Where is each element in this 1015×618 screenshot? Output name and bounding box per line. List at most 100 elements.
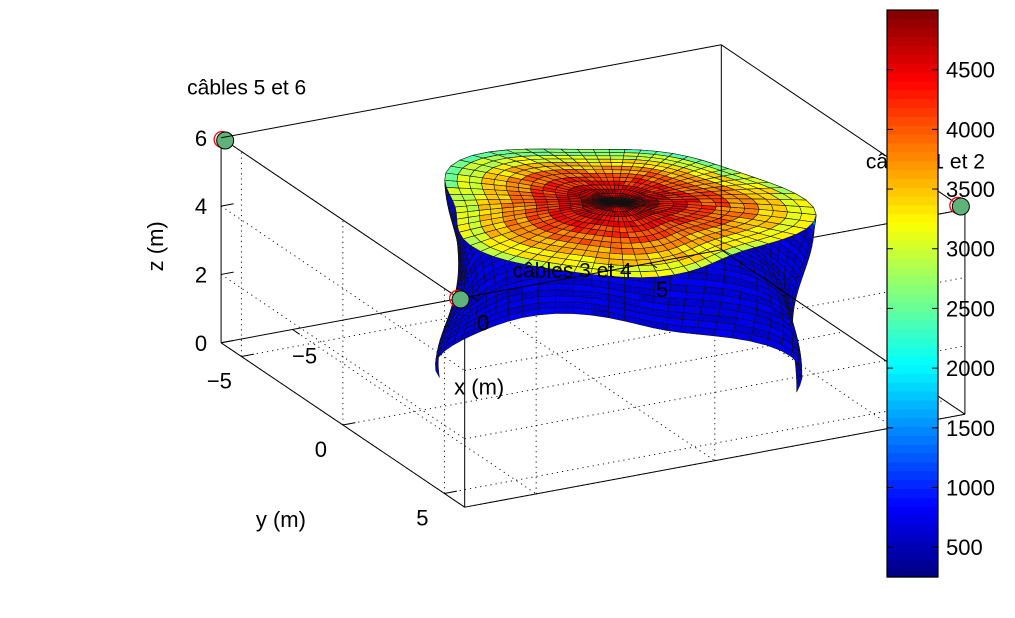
grid-line-z-left: [220, 274, 465, 440]
top-face: [510, 198, 525, 204]
colorbar-tick-label: 4500: [946, 58, 995, 83]
surface: [435, 148, 817, 393]
colorbar-segment: [887, 346, 938, 357]
z-tick: [220, 203, 234, 207]
grid-line-x-floor: [649, 262, 894, 428]
z-tick-label: 4: [195, 194, 207, 219]
colorbar-segment: [887, 169, 938, 179]
top-face: [464, 199, 479, 207]
colorbar: 500 1000 1500 2000 2500 3000 3500 4000 4500: [886, 9, 995, 578]
colorbar-segment: [887, 89, 938, 100]
box-edge: [220, 137, 465, 303]
colorbar-frame: [886, 9, 939, 578]
top-face: [621, 248, 635, 255]
top-face: [610, 158, 624, 163]
y-tick-label: 5: [416, 505, 428, 530]
x-tick: [649, 262, 658, 269]
colorbar-segment: [887, 54, 938, 64]
cable-marker: [216, 131, 235, 150]
box-edge: [464, 413, 966, 508]
colorbar-tick-label: 1500: [946, 416, 995, 441]
top-face: [613, 180, 620, 186]
colorbar-segment: [887, 293, 938, 303]
x-tick: [292, 329, 300, 335]
colorbar-segment: [887, 355, 938, 365]
z-tick: [220, 134, 234, 139]
colorbar-segment: [887, 231, 938, 241]
top-face: [612, 176, 621, 182]
cable-label: câbles 5 et 6: [187, 77, 306, 100]
top-face: [611, 165, 623, 171]
y-tick-label: 0: [315, 437, 327, 462]
colorbar-segment: [887, 125, 938, 135]
colorbar-segment: [887, 550, 938, 560]
colorbar-segment: [887, 178, 938, 188]
colorbar-segment: [887, 63, 938, 73]
top-face: [577, 149, 596, 153]
top-face: [582, 155, 599, 160]
top-face: [620, 242, 633, 249]
z-tick-label: 0: [195, 331, 207, 356]
side-face: [554, 307, 574, 314]
colorbar-segment: [887, 311, 938, 321]
colorbar-segment: [887, 249, 938, 259]
colorbar-tick-label: 500: [946, 535, 983, 560]
y-tick: [444, 490, 457, 494]
top-face: [599, 162, 612, 167]
colorbar-segment: [887, 45, 938, 55]
colorbar-segment: [887, 461, 938, 472]
colorbar-segment: [887, 98, 938, 109]
z-tick: [220, 339, 234, 344]
grid-line-x-floor: [470, 295, 716, 462]
top-face: [604, 173, 614, 178]
top-face: [637, 264, 656, 272]
colorbar-tick-label: 3500: [946, 177, 995, 202]
top-face: [612, 173, 621, 178]
colorbar-segment: [887, 284, 938, 295]
colorbar-segment: [887, 373, 938, 383]
cable-label: câbles 3 et 4: [513, 259, 632, 282]
colorbar-tick-label: 3000: [946, 237, 995, 262]
top-face: [602, 169, 613, 174]
top-face: [634, 253, 650, 261]
colorbar-segment: [887, 382, 938, 392]
colorbar-segment: [887, 559, 938, 569]
side-face: [555, 289, 575, 297]
top-face: [534, 198, 548, 203]
colorbar-segment: [887, 435, 938, 445]
top-face: [499, 198, 514, 205]
colorbar-segment: [887, 18, 938, 29]
colorbar-tick-label: 2500: [946, 296, 995, 321]
top-face: [611, 169, 622, 174]
y-tick-label: −5: [207, 368, 232, 393]
y-tick: [241, 353, 254, 357]
colorbar-segment: [887, 328, 938, 339]
colorbar-segment: [887, 364, 938, 374]
colorbar-segment: [887, 134, 938, 144]
colorbar-segment: [887, 514, 938, 525]
colorbar-segment: [887, 275, 938, 286]
top-face: [612, 226, 621, 233]
grid-line-y-floor: [444, 400, 945, 494]
colorbar-segment: [887, 116, 938, 126]
colorbar-segment: [887, 452, 938, 463]
top-face: [487, 199, 502, 205]
colorbar-segment: [887, 488, 938, 498]
x-tick-label: −5: [292, 344, 317, 369]
colorbar-segment: [887, 80, 938, 91]
colorbar-tick-label: 4000: [946, 117, 995, 142]
colorbar-segment: [887, 568, 938, 578]
colorbar-segment: [887, 523, 938, 534]
box-edge: [220, 44, 722, 139]
z-axis-label: z (m): [143, 221, 168, 271]
colorbar-segment: [887, 10, 938, 20]
top-face: [522, 198, 537, 203]
top-face: [594, 152, 611, 157]
top-face: [619, 231, 630, 238]
colorbar-segment: [887, 320, 938, 330]
top-face: [596, 155, 611, 160]
colorbar-segment: [887, 36, 938, 47]
colorbar-segment: [887, 302, 938, 312]
colorbar-segment: [887, 408, 938, 419]
